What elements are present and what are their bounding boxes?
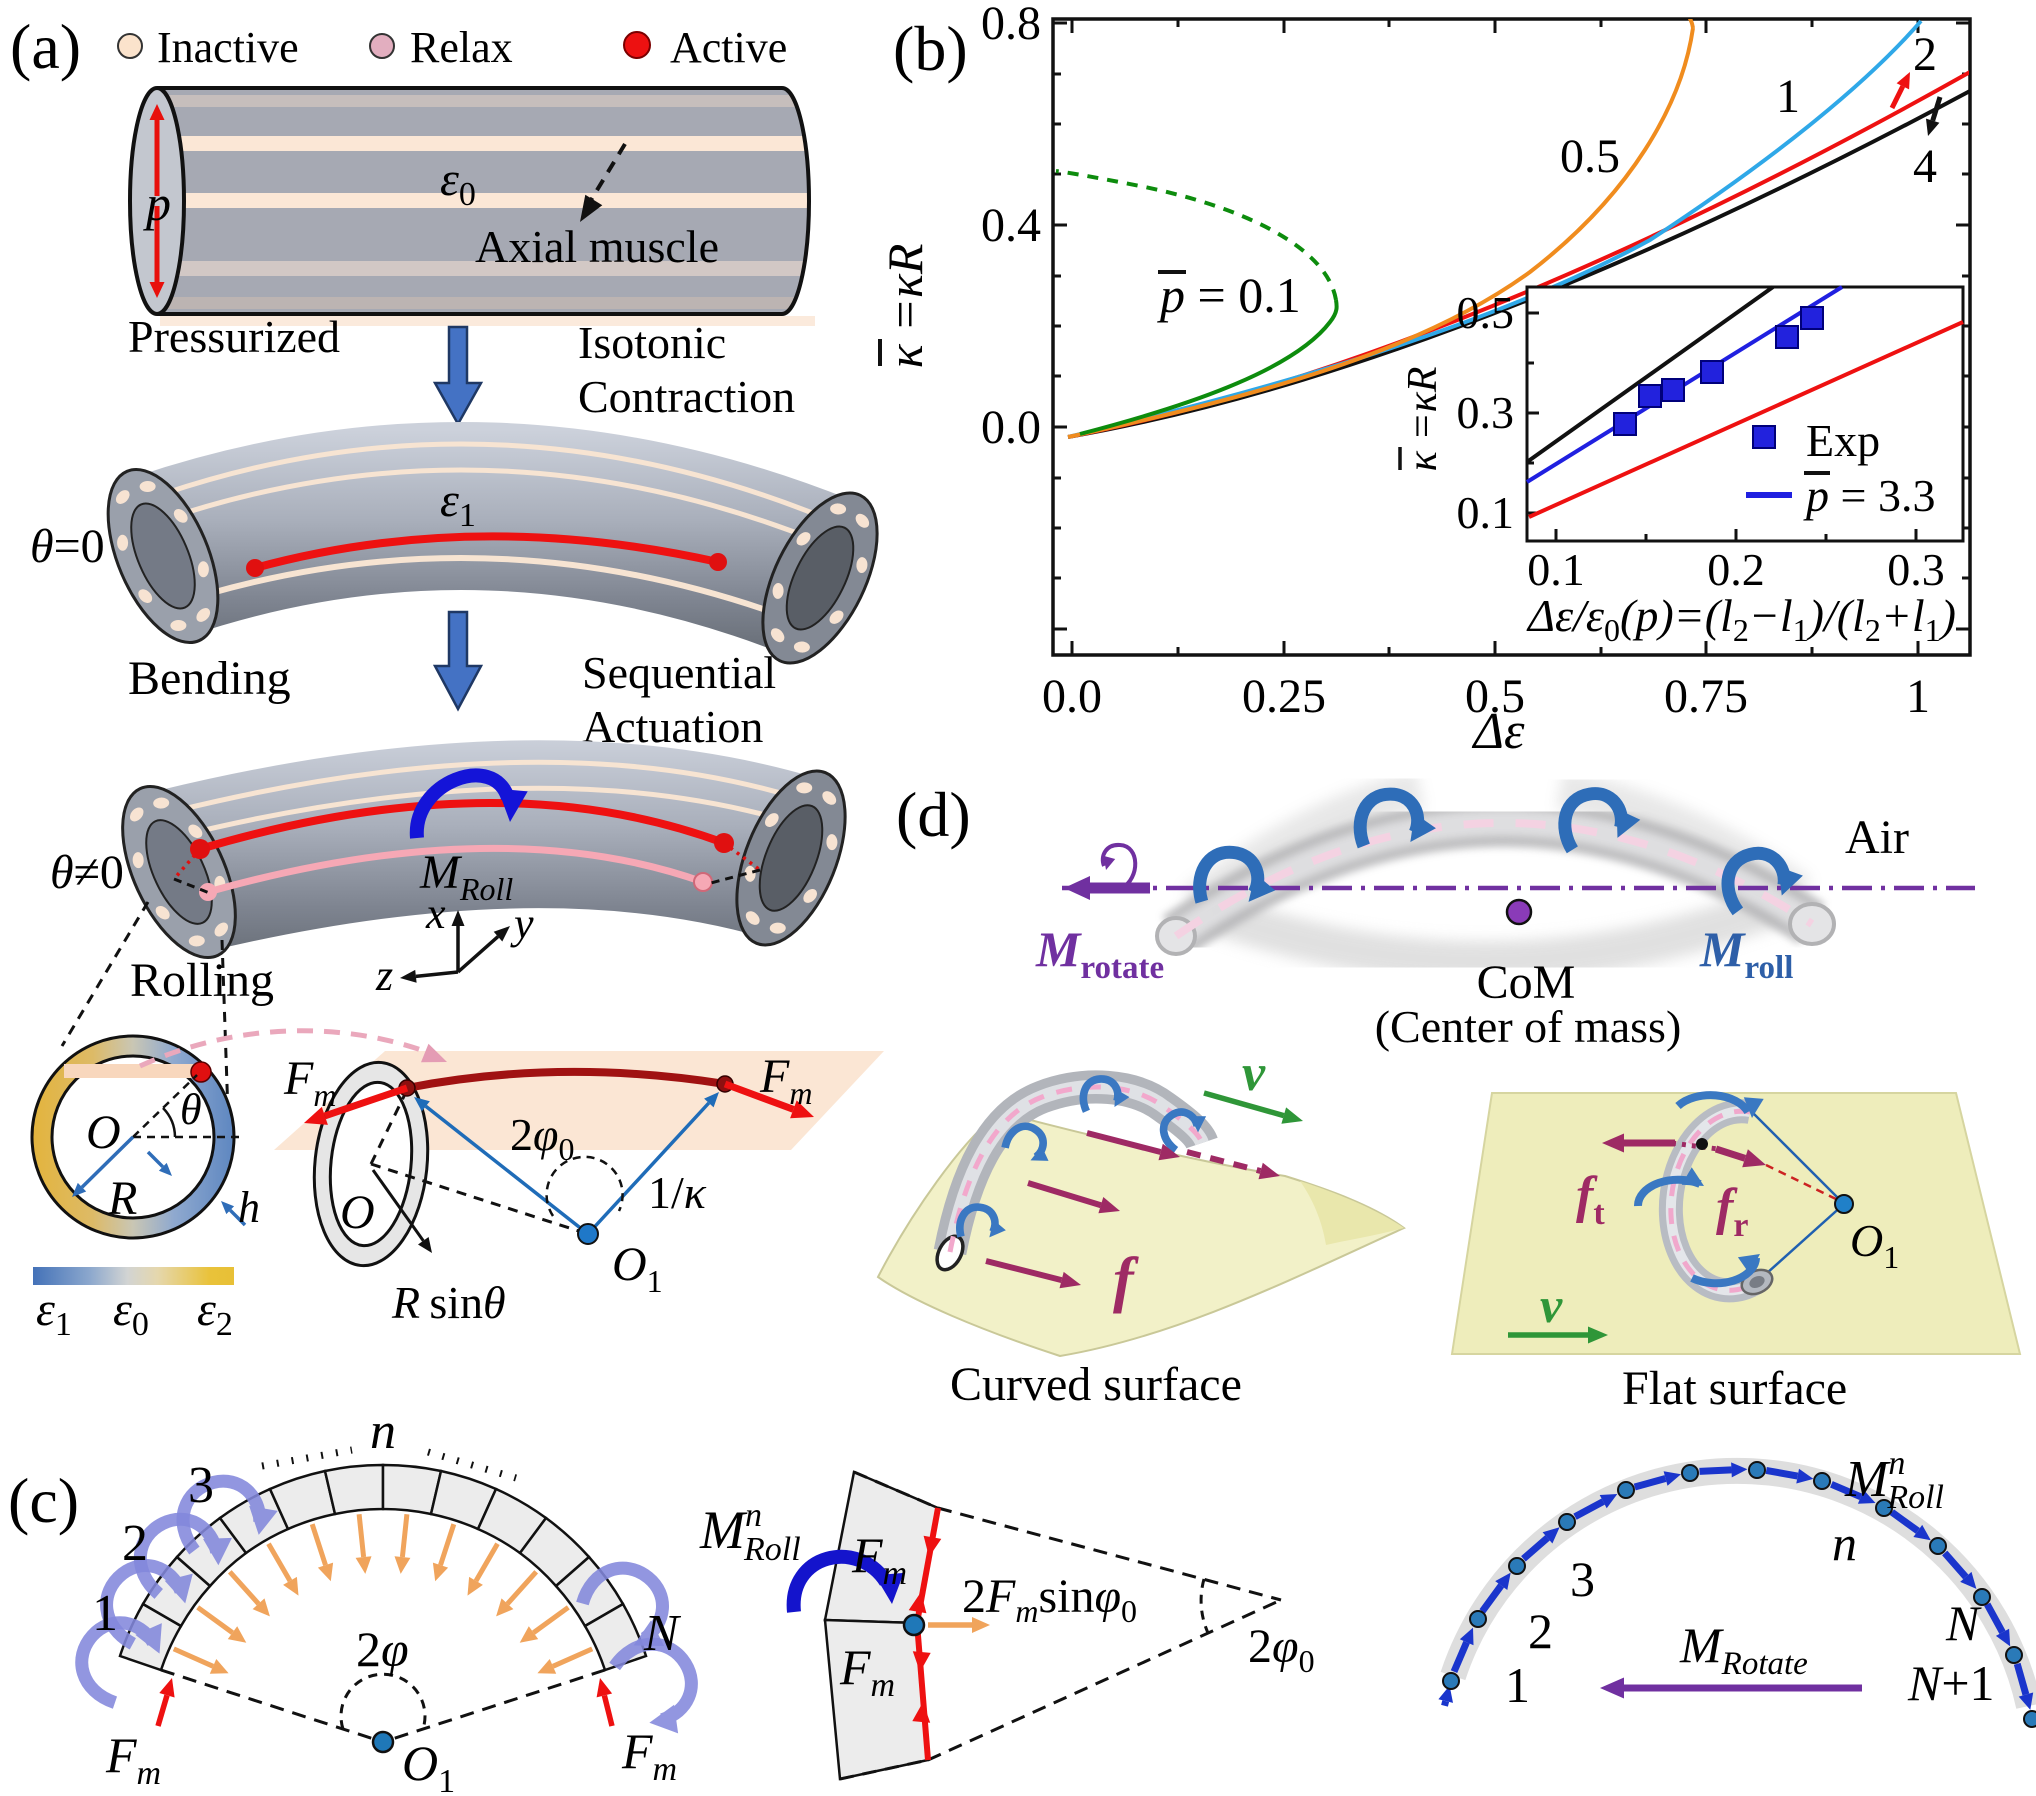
svg-text:4: 4	[1913, 140, 1937, 193]
svg-text:0.3: 0.3	[1887, 544, 1945, 595]
svg-text:0.0: 0.0	[981, 401, 1041, 454]
svg-text:0.8: 0.8	[981, 0, 1041, 50]
svg-text:θ: θ	[180, 1085, 202, 1134]
svg-text:(c): (c)	[8, 1465, 79, 1536]
svg-text:Inactive: Inactive	[157, 23, 299, 72]
svg-text:3: 3	[1570, 1551, 1595, 1607]
svg-text:1: 1	[1776, 70, 1800, 123]
svg-text:Rolling: Rolling	[130, 954, 274, 1007]
svg-text:Isotonic: Isotonic	[578, 317, 726, 368]
svg-text:2φ0: 2φ0	[510, 1109, 574, 1167]
svg-text:h: h	[238, 1183, 260, 1232]
svg-text:1/κ: 1/κ	[648, 1167, 707, 1218]
svg-text:κ =κR: κ =κR	[877, 244, 933, 369]
svg-text:0.5: 0.5	[1465, 670, 1525, 723]
svg-text:ft: ft	[1576, 1167, 1605, 1232]
svg-text:0.1: 0.1	[1527, 544, 1585, 595]
svg-text:Relax: Relax	[410, 23, 513, 72]
svg-text:0.1: 0.1	[1457, 487, 1515, 538]
svg-text:0.75: 0.75	[1664, 670, 1748, 723]
svg-text:2: 2	[122, 1515, 148, 1572]
svg-text:Flat surface: Flat surface	[1622, 1362, 1847, 1415]
svg-text:Pressurized: Pressurized	[128, 311, 340, 362]
svg-text:p = 0.1: p = 0.1	[1157, 267, 1301, 323]
svg-text:Curved surface: Curved surface	[950, 1358, 1242, 1411]
svg-text:3: 3	[188, 1457, 214, 1514]
svg-text:1: 1	[92, 1585, 118, 1642]
svg-text:n: n	[370, 1403, 396, 1460]
svg-text:O: O	[86, 1106, 121, 1159]
svg-text:0.5: 0.5	[1560, 130, 1620, 183]
svg-text:n: n	[1832, 1515, 1857, 1571]
svg-text:Axial muscle: Axial muscle	[475, 221, 719, 272]
svg-text:1: 1	[1505, 1657, 1530, 1713]
svg-text:Contraction: Contraction	[578, 371, 795, 422]
svg-text:v: v	[1540, 1277, 1563, 1333]
svg-text:ε0: ε0	[113, 1283, 149, 1343]
svg-text:Δε: Δε	[1471, 703, 1525, 760]
svg-text:(b): (b)	[893, 13, 968, 84]
svg-text:Bending: Bending	[128, 652, 291, 705]
svg-text:N: N	[643, 1605, 682, 1662]
svg-text:N+1: N+1	[1907, 1655, 1995, 1711]
svg-text:p = 3.3: p = 3.3	[1803, 470, 1935, 521]
svg-text:0.25: 0.25	[1242, 670, 1326, 723]
svg-text:CoM: CoM	[1477, 956, 1576, 1009]
svg-text:Active: Active	[670, 23, 787, 72]
svg-text:O: O	[340, 1186, 375, 1239]
svg-text:Air: Air	[1845, 811, 1909, 864]
svg-text:1: 1	[1906, 670, 1930, 723]
svg-text:0.3: 0.3	[1457, 387, 1515, 438]
svg-text:v: v	[1242, 1045, 1266, 1102]
svg-text:θ≠0: θ≠0	[50, 846, 124, 899]
svg-text:N: N	[1945, 1595, 1982, 1651]
svg-text:2: 2	[1528, 1603, 1553, 1659]
svg-text:(Center of mass): (Center of mass)	[1375, 1001, 1682, 1052]
svg-text:2φ: 2φ	[356, 1621, 409, 1677]
svg-text:x: x	[425, 889, 446, 938]
svg-text:2Fmsinφ0: 2Fmsinφ0	[962, 1570, 1137, 1629]
svg-text:Exp: Exp	[1806, 415, 1880, 466]
svg-text:κ =κR: κ =κR	[1400, 367, 1446, 472]
svg-text:0.0: 0.0	[1042, 670, 1102, 723]
svg-text:2: 2	[1913, 28, 1937, 81]
svg-text:ε0: ε0	[440, 153, 476, 213]
svg-text:ε2: ε2	[197, 1283, 233, 1343]
svg-text:0.5: 0.5	[1457, 287, 1515, 338]
svg-text:0.4: 0.4	[981, 199, 1041, 252]
svg-text:z: z	[375, 951, 393, 1000]
svg-text:y: y	[510, 899, 534, 948]
svg-text:Sequential: Sequential	[582, 647, 776, 698]
svg-text:0.2: 0.2	[1707, 544, 1765, 595]
svg-text:θ=0: θ=0	[30, 520, 105, 573]
svg-text:p: p	[143, 175, 171, 231]
svg-text:(a): (a)	[10, 11, 81, 82]
svg-text:(d): (d)	[896, 779, 971, 850]
svg-text:R sinθ: R sinθ	[391, 1277, 506, 1328]
svg-text:R: R	[107, 1172, 137, 1225]
